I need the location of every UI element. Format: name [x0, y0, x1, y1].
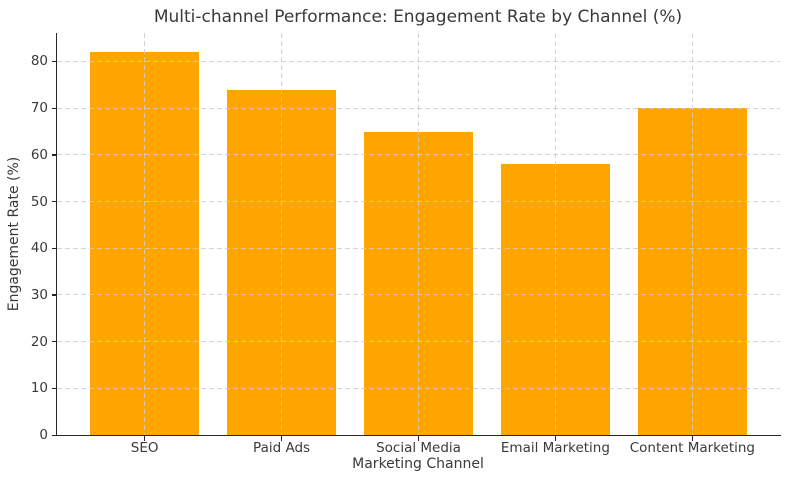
- gridline-x-paid-ads: [281, 33, 283, 435]
- y-tick-label-40: 40: [30, 240, 48, 257]
- y-tick-label-50: 50: [30, 193, 48, 210]
- x-tick-label-social-media: Social Media: [376, 440, 461, 456]
- x-tick-mark-seo: [144, 436, 146, 441]
- y-tick-mark-0: [52, 434, 57, 436]
- y-tick-label-10: 10: [30, 380, 48, 397]
- x-tick-label-content-marketing: Content Marketing: [629, 440, 755, 456]
- y-tick-label-0: 0: [39, 427, 48, 443]
- y-tick-label-70: 70: [30, 100, 48, 117]
- y-tick-mark-30: [52, 294, 57, 296]
- y-tick-label-60: 60: [30, 146, 48, 163]
- gridline-x-seo: [144, 33, 146, 435]
- y-tick-mark-80: [52, 60, 57, 63]
- y-tick-mark-20: [52, 341, 57, 343]
- plot-area: [57, 33, 780, 435]
- x-tick-mark-email-marketing: [554, 436, 557, 441]
- x-tick-label-paid-ads: Paid Ads: [253, 440, 311, 456]
- x-axis-spine: [56, 435, 781, 437]
- y-tick-mark-10: [52, 387, 57, 390]
- gridline-x-email-marketing: [554, 33, 556, 435]
- y-tick-mark-50: [52, 201, 57, 203]
- y-tick-mark-70: [52, 107, 57, 109]
- y-axis-spine: [56, 33, 58, 436]
- gridline-x-social-media: [418, 33, 419, 435]
- x-tick-mark-content-marketing: [691, 436, 694, 441]
- x-tick-label-email-marketing: Email Marketing: [500, 440, 610, 456]
- chart-title: Multi-channel Performance: Engagement Ra…: [153, 7, 683, 27]
- x-tick-mark-paid-ads: [281, 436, 283, 441]
- gridline-x-content-marketing: [691, 33, 693, 435]
- x-tick-mark-social-media: [418, 436, 420, 441]
- x-tick-label-seo: SEO: [130, 440, 159, 456]
- y-tick-label-20: 20: [30, 333, 48, 350]
- y-tick-label-30: 30: [30, 286, 48, 303]
- y-tick-mark-60: [52, 154, 57, 156]
- x-axis-label: Marketing Channel: [352, 456, 484, 472]
- y-tick-label-80: 80: [30, 53, 48, 70]
- y-tick-mark-40: [52, 247, 57, 250]
